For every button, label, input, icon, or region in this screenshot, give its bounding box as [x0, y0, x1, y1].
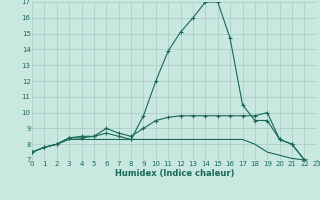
X-axis label: Humidex (Indice chaleur): Humidex (Indice chaleur)	[115, 169, 234, 178]
